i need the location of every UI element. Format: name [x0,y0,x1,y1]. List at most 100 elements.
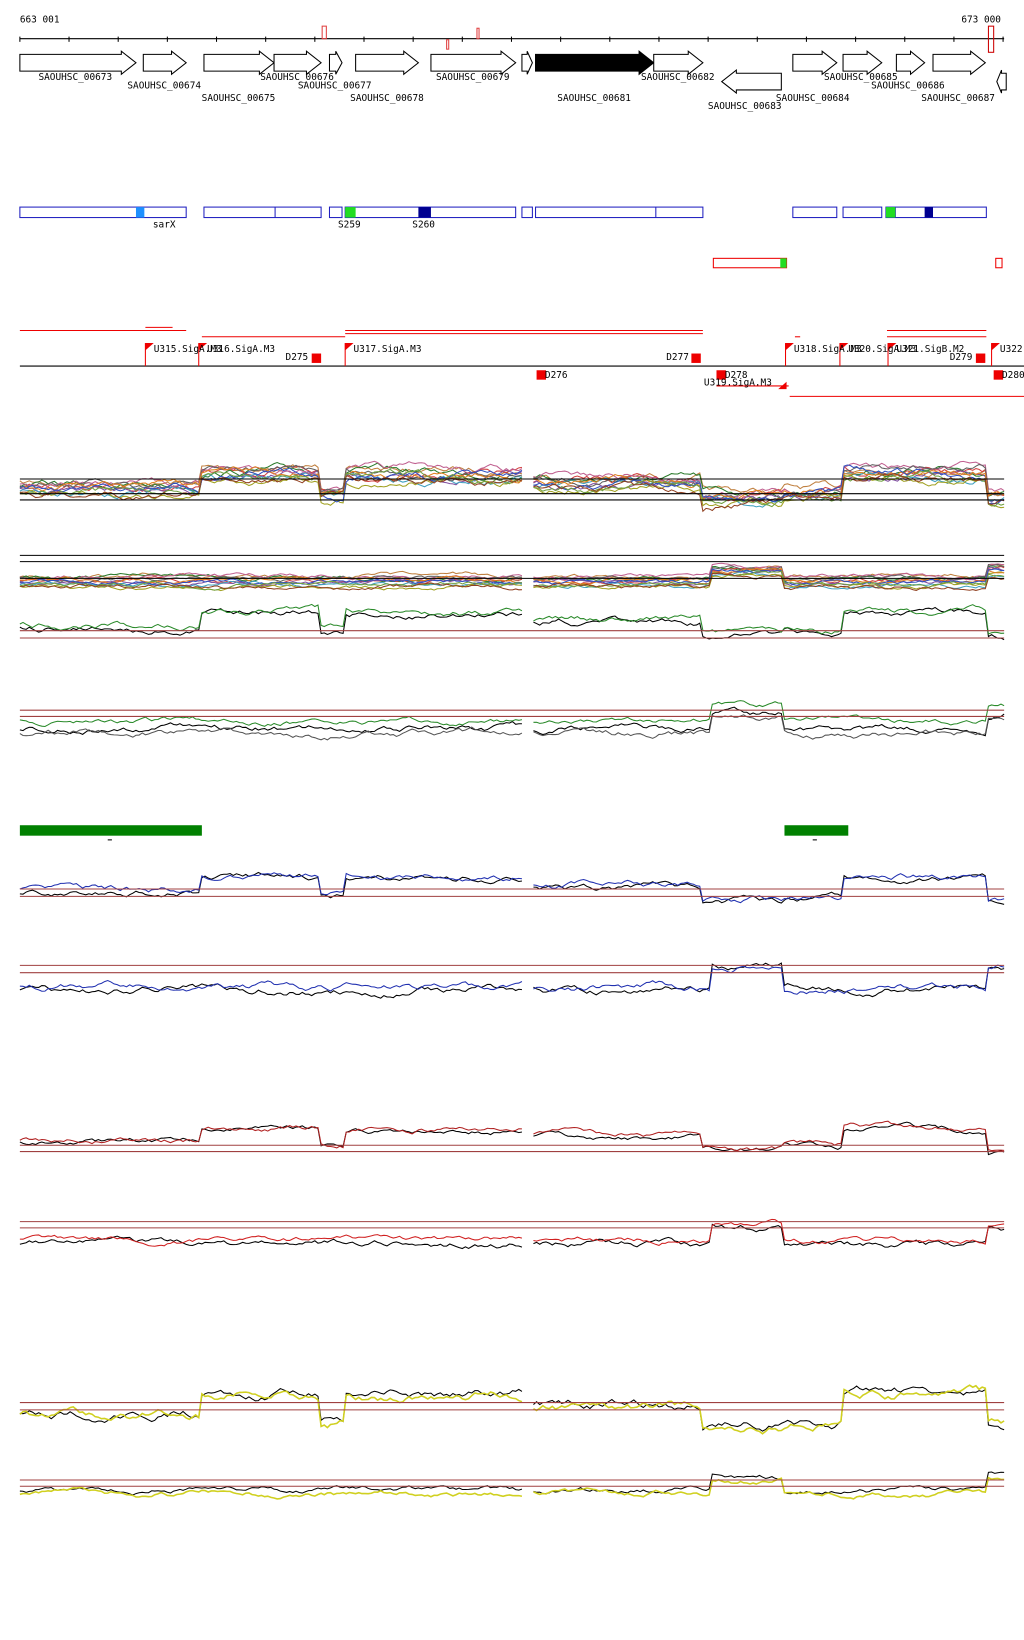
flag [198,343,208,351]
signal-line [533,700,1005,726]
terminator [975,353,986,363]
range-end: 673 000 [961,14,1001,25]
marker [446,39,450,50]
signal-line [533,962,1005,998]
feature-box [535,206,704,219]
signal-line [533,1384,1005,1435]
gene-arrow [535,50,655,76]
feature-box [328,206,343,219]
gene-label: SAOUHSC_00686 [871,80,945,91]
feature-label: sarX [153,219,176,230]
regulatory-label: U321.SigB.M2 [896,344,964,355]
regulatory-label: U319.SigA.M3 [704,377,772,388]
signal-line [533,1120,1005,1152]
signal-line [19,872,523,896]
regulatory-label: D275 [286,352,309,363]
signal-line [533,474,1005,509]
gene-label: SAOUHSC_00684 [776,93,850,104]
gene-arrow [19,50,137,76]
flag [778,381,787,390]
range-start: 663 001 [20,14,60,25]
flag [839,343,849,351]
gene-arrow [842,50,883,76]
regulatory-label: U318.SigA.M3 [794,344,862,355]
marker [987,25,995,53]
feature-box [521,206,533,219]
feature-box [842,206,883,219]
signal-line [19,715,523,728]
signal-line [533,470,1005,508]
terminator [311,353,322,363]
feature-box [780,258,787,268]
signal-line [19,1234,523,1247]
feature-box [203,206,322,219]
gene-arrow [895,50,926,76]
terminator [691,353,701,363]
regulatory-label: D280 [1002,370,1024,381]
region-bar [19,825,202,836]
signal-line [533,465,1005,502]
gene-label: SAOUHSC_00678 [350,93,424,104]
gene-label: SAOUHSC_00687 [921,93,995,104]
terminator [993,370,1004,380]
feature-box [712,257,788,269]
gene-label: SAOUHSC_00685 [824,72,898,83]
signal-line [533,1476,1005,1500]
gene-arrow [932,50,987,76]
feature-label: S259 [338,219,361,230]
gene-arrow [521,51,533,75]
signal-line [19,1235,523,1250]
signal-line [19,726,523,741]
feature-box [995,257,1003,269]
feature-mark [885,207,896,218]
feature-mark [345,207,356,218]
feature-box [19,206,187,219]
gene-label: SAOUHSC_00677 [298,80,372,91]
terminator [536,370,546,380]
gene-arrow [720,69,782,95]
signal-line [533,563,1005,581]
signal-line [19,575,523,585]
signal-line [533,964,1005,995]
signal-line [19,608,523,636]
signal-line [533,470,1005,501]
signal-line [533,1471,1005,1495]
feature-box [885,206,987,219]
gene-label: SAOUHSC_00682 [641,72,715,83]
gene-label: SAOUHSC_00673 [38,72,112,83]
regulatory-label: D277 [666,352,689,363]
gene-label: SAOUHSC_00675 [202,93,276,104]
signal-line [533,570,1005,589]
signal-line [533,470,1005,508]
signal-line [19,580,522,591]
regulatory-label: D276 [545,370,568,381]
signal-line [533,572,1005,591]
gene-arrow [328,50,343,75]
regulatory-label: U315.SigA.M3 [154,344,222,355]
flag [991,343,1000,351]
signal-line [533,1218,1005,1246]
signal-line [19,983,523,999]
signal-line [19,1387,523,1424]
signal-line [19,582,522,592]
signal-line [19,720,522,735]
signal-line [19,979,523,992]
feature-mark [924,207,934,218]
signal-line [19,578,522,587]
signal-line [533,706,1005,737]
gene-arrow [792,50,838,76]
flag [888,343,897,351]
signal-line [533,568,1005,586]
flag [785,343,794,351]
signal-line [19,461,523,497]
feature-label: S260 [412,219,435,230]
gene-label: SAOUHSC_00683 [708,101,782,112]
signal-line [19,466,523,495]
regulatory-label: U317.SigA.M3 [354,344,422,355]
signal-line [19,469,523,496]
terminator [716,370,726,380]
signal-line [19,582,522,591]
gene-arrow [203,50,275,76]
